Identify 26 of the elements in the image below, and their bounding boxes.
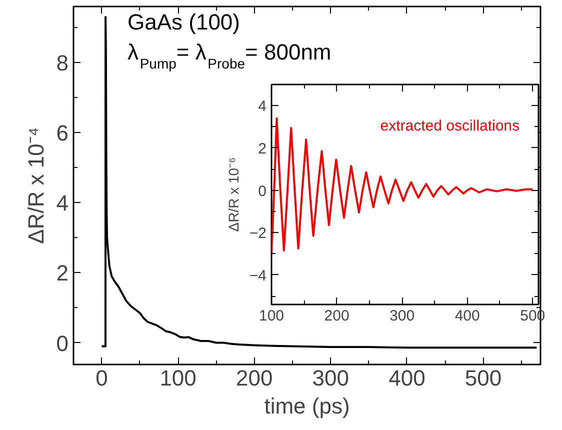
y-tick-label: 4 [56,190,69,216]
x-axis-title: time (ps) [264,394,350,418]
x-tick-label: 400 [454,308,480,324]
annotation: GaAs (100) [128,10,240,34]
x-tick-label: 0 [96,366,108,390]
y-tick-label: 8 [56,50,69,76]
y-tick-label: 4 [258,98,266,116]
y-tick-label: 2 [56,260,69,286]
x-tick-label: 200 [236,366,273,390]
y-tick-label: −4 [249,267,267,284]
x-tick-label: 500 [464,366,502,390]
line-series [272,117,534,255]
y-tick-label: 0 [56,330,69,356]
y-axis-title: ΔR/R x 10⁻⁶ [225,157,242,232]
y-axis-title: ΔR/R x 10⁻⁴ [23,127,48,244]
x-tick-label: 200 [324,308,350,324]
x-tick-label: 100 [160,366,196,390]
y-tick-label: 6 [56,120,69,146]
x-tick-label: 400 [388,366,426,390]
y-tick-label: 0 [258,182,266,200]
y-tick-label: −2 [249,225,267,242]
x-tick-label: 100 [258,308,284,324]
y-tick-label: 2 [258,140,266,158]
x-tick-label: 300 [312,366,350,390]
x-tick-label: 300 [390,308,415,324]
text: extracted oscillations [380,118,520,134]
